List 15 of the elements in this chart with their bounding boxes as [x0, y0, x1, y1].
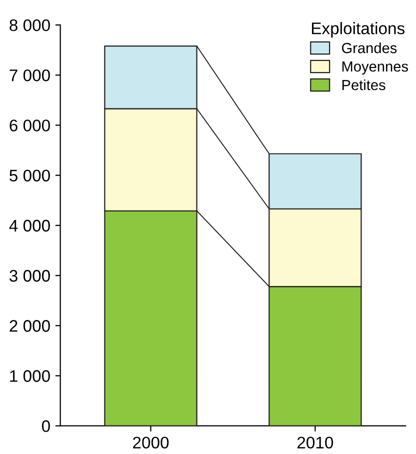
y-tick-label: 4 000 — [9, 220, 50, 232]
legend-label: Grandes — [342, 42, 397, 54]
y-tick-label: 2 000 — [10, 320, 50, 332]
x-tick-label: 2000 — [133, 436, 169, 449]
y-tick-label: 0 — [42, 420, 50, 432]
y-tick-label: 3 000 — [10, 270, 50, 282]
x-tick-label: 2010 — [297, 436, 334, 449]
legend-title: Exploitations — [312, 22, 405, 38]
y-tick-label: 6 000 — [10, 120, 50, 132]
legend-label: Petites — [342, 79, 386, 90]
y-tick-label: 8 000 — [10, 19, 50, 32]
y-tick-label: 7 000 — [10, 69, 50, 82]
y-tick-label: 5 000 — [10, 170, 50, 182]
legend-label: Moyennes — [342, 62, 408, 75]
y-tick-label: 1 000 — [10, 370, 50, 382]
